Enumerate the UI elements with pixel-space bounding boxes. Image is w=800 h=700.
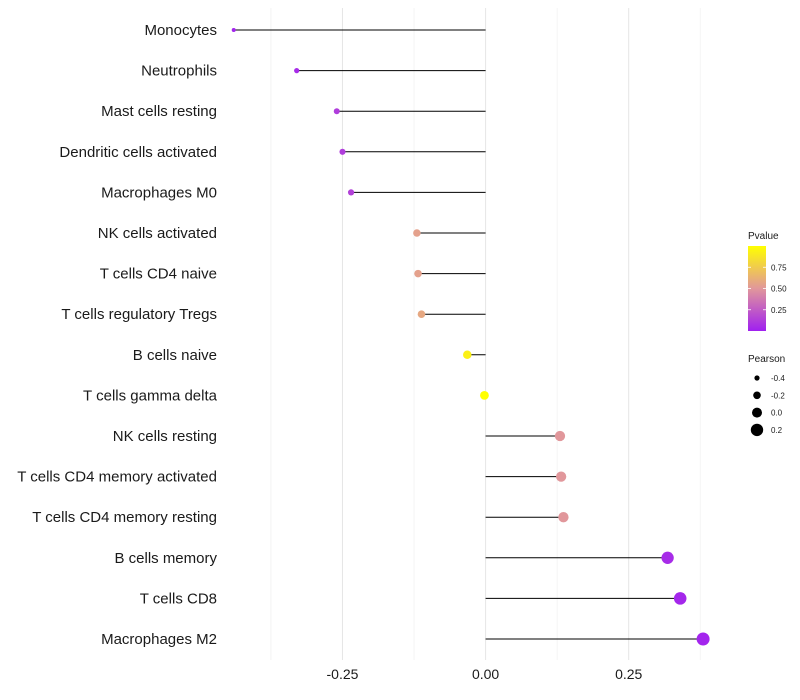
legend-colorbar <box>748 246 766 331</box>
category-label: NK cells activated <box>98 225 217 242</box>
category-label: B cells memory <box>114 550 217 567</box>
data-point <box>413 229 421 237</box>
data-point <box>294 67 300 74</box>
category-label: T cells regulatory Tregs <box>61 306 217 323</box>
data-point <box>417 310 426 319</box>
points-layer <box>231 28 710 646</box>
category-label: T cells CD8 <box>140 590 217 607</box>
category-label: Macrophages M0 <box>101 184 217 201</box>
legend-color-label: 0.25 <box>771 306 787 315</box>
legend-color-title: Pvalue <box>748 231 779 242</box>
x-axis: -0.25 0.00 0.25 <box>327 666 643 682</box>
data-point <box>414 269 422 278</box>
legend-size-label: 0.0 <box>771 409 783 418</box>
category-label: T cells CD4 memory resting <box>32 509 217 526</box>
x-tick-label: -0.25 <box>327 666 359 682</box>
y-axis-labels: Monocytes Neutrophils Mast cells resting De… <box>17 22 217 648</box>
data-point <box>339 148 346 155</box>
category-label: T cells CD4 memory activated <box>17 469 217 486</box>
legend-size-point <box>754 375 760 381</box>
category-label: Dendritic cells activated <box>59 144 217 161</box>
legend-size-label: 0.2 <box>771 426 783 435</box>
legend-color-label: 0.50 <box>771 285 787 294</box>
category-label: Mast cells resting <box>101 103 217 120</box>
legend-size-point <box>752 407 762 418</box>
data-point <box>333 108 340 115</box>
data-point <box>556 471 567 482</box>
data-point <box>696 632 710 646</box>
legend-size-point <box>753 391 761 400</box>
legend-size-point <box>750 423 764 437</box>
x-tick-label: 0.25 <box>615 666 642 682</box>
category-label: Monocytes <box>144 22 217 39</box>
category-label: NK cells resting <box>113 428 217 445</box>
data-point <box>347 189 355 196</box>
data-point <box>673 592 687 605</box>
data-point <box>661 551 674 564</box>
legend-size-label: -0.4 <box>771 374 785 383</box>
legend-size-title: Pearson <box>748 354 785 365</box>
category-label: T cells CD4 naive <box>100 266 217 283</box>
category-label: T cells gamma delta <box>83 387 218 404</box>
data-point <box>558 512 569 523</box>
legend-color-label: 0.75 <box>771 263 787 272</box>
legend: Pvalue 0.25 0.50 0.75 Pearson -0.4 -0.2 0.0 0.2 <box>748 231 787 437</box>
grid-layer <box>270 8 701 660</box>
x-tick-label: 0.00 <box>472 666 499 682</box>
stems-layer <box>233 29 704 640</box>
category-label: Neutrophils <box>141 63 217 80</box>
legend-size-label: -0.2 <box>771 391 785 400</box>
category-label: Macrophages M2 <box>101 631 217 648</box>
data-point <box>480 390 489 400</box>
data-point <box>231 28 236 32</box>
category-label: B cells naive <box>133 347 217 364</box>
data-point <box>554 430 566 442</box>
data-point <box>463 350 472 360</box>
